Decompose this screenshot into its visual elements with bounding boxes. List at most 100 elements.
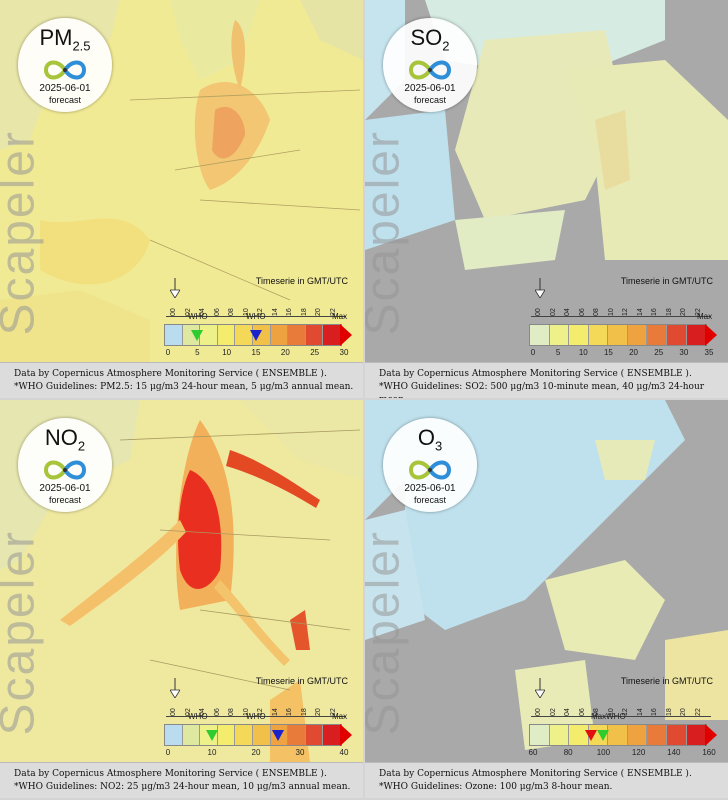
scale-cell (666, 325, 687, 345)
forecast-label: forecast (48, 95, 81, 106)
scale-cell (666, 725, 687, 745)
hour-label: 18 (665, 308, 673, 316)
scale-tick: 0 (530, 348, 536, 357)
guideline-marker-icon (206, 730, 218, 741)
forecast-date: 2025-06-01 (404, 83, 456, 95)
timeserie-label: Timeserie in GMT/UTC (255, 676, 348, 686)
scale-tick: 100 (596, 748, 611, 757)
footer-line-1: Data by Copernicus Atmosphere Monitoring… (379, 369, 692, 379)
hour-label: 00 (535, 308, 542, 316)
scale-cell (288, 325, 306, 345)
footer-line-1: Data by Copernicus Atmosphere Monitoring… (14, 769, 327, 779)
pollutant-title: PM2.5 (39, 25, 91, 54)
footer: Data by Copernicus Atmosphere Monitoring… (0, 362, 363, 398)
hour-label: 04 (564, 308, 571, 316)
scale-tick: 160 (702, 748, 716, 757)
scale-cells (164, 724, 342, 746)
scale-arrow-icon (340, 324, 352, 346)
infinity-logo-icon (43, 460, 87, 480)
scale-cell (627, 325, 648, 345)
watermark: Scapeler (365, 530, 410, 736)
infinity-logo-icon (408, 460, 452, 480)
hour-label: 00 (170, 308, 177, 316)
watermark: Scapeler (0, 130, 45, 336)
scale-cells (529, 724, 707, 746)
scale-label: Max (332, 712, 348, 721)
hour-label: 06 (578, 308, 586, 316)
scale-cell (569, 325, 589, 345)
footer: Data by Copernicus Atmosphere Monitoring… (365, 362, 728, 398)
footer: Data by Copernicus Atmosphere Monitoring… (365, 762, 728, 798)
scale-label: WHO (246, 712, 266, 721)
scale-cell (305, 325, 324, 345)
timeserie-label: Timeserie in GMT/UTC (620, 276, 713, 286)
scale-tick: 0 (165, 748, 171, 757)
hour-label: 18 (300, 308, 308, 316)
timeserie-legend: Timeserie in GMT/UTC 00 02 04 06 08 10 12 14 16 1… (156, 668, 356, 758)
hour-label: 22 (694, 708, 702, 716)
scale-tick: 20 (280, 348, 290, 357)
hour-label: 18 (300, 708, 308, 716)
scale-tick: 10 (578, 348, 588, 357)
scale-cell (588, 325, 609, 345)
timeserie-legend: Timeserie in GMT/UTC 00 02 04 06 08 10 12 14 16 1… (521, 668, 721, 758)
scale-cell (288, 725, 306, 745)
guideline-marker-icon (272, 730, 284, 741)
footer-line-2: *WHO Guidelines: NO2: 25 μg/m3 24-hour m… (14, 782, 351, 792)
hour-label: 14 (271, 308, 279, 316)
scale-ticks: 60 80 100 120 140 160 (529, 748, 719, 760)
scale-arrow-icon (705, 324, 717, 346)
scale-cell (549, 325, 570, 345)
time-start-arrow-icon (170, 278, 180, 298)
pollutant-title: NO2 (44, 425, 86, 454)
guideline-marker-icon (597, 730, 610, 741)
scale-tick: 15 (603, 348, 613, 357)
scale-cell (217, 325, 236, 345)
forecast-label: forecast (413, 95, 446, 106)
scale-tick: 35 (704, 348, 714, 357)
scale-tick: 120 (631, 748, 646, 757)
hour-label: 20 (680, 308, 687, 316)
scale-tick: 30 (339, 348, 349, 357)
scale-arrow-icon (705, 724, 717, 746)
hour-label: 02 (549, 708, 557, 716)
footer-line-1: Data by Copernicus Atmosphere Monitoring… (14, 369, 327, 379)
scale-cell (530, 725, 550, 745)
scale-tick: 140 (667, 748, 681, 757)
watermark: Scapeler (0, 530, 45, 736)
scale-cell (235, 725, 253, 745)
scale-cell (305, 725, 324, 745)
scale-cell (200, 325, 218, 345)
hour-label: 08 (228, 308, 235, 316)
time-start-arrow-icon (170, 678, 180, 698)
scale-label: WHO (188, 312, 208, 321)
scale-tick: 5 (195, 348, 200, 357)
scale-cell (608, 725, 628, 745)
pollutant-title: O3 (417, 425, 443, 454)
footer-line-2: *WHO Guidelines: SO2: 500 μg/m3 10-minut… (379, 382, 705, 398)
color-scale (529, 324, 717, 346)
infinity-logo-icon (408, 60, 452, 80)
hour-label: 20 (315, 308, 322, 316)
panel-no2: Scapeler NO2 2025-06-01 forecast Timeser… (0, 400, 363, 798)
scale-cell (627, 725, 648, 745)
scale-cell (686, 325, 707, 345)
timeserie-legend: Timeserie in GMT/UTC 00 02 04 06 08 10 12 14 16 1… (521, 268, 721, 358)
forecast-label: forecast (48, 495, 81, 506)
scale-label: WHO (246, 312, 266, 321)
scale-tick: 20 (629, 348, 639, 357)
hour-label: 16 (651, 308, 658, 316)
hour-label: 12 (622, 308, 629, 316)
time-start-arrow-icon (535, 678, 545, 698)
hour-label: 18 (665, 708, 673, 716)
pollutant-badge: PM2.5 2025-06-01 forecast (18, 18, 112, 112)
watermark: Scapeler (365, 130, 410, 336)
scale-label: Max (697, 312, 713, 321)
scale-ticks: 0 5 10 15 20 25 30 (164, 348, 354, 360)
pollutant-title: SO2 (410, 25, 450, 54)
max-line (531, 316, 711, 317)
hour-label: 16 (286, 708, 293, 716)
panel-o3: Scapeler O3 2025-06-01 forecast Timeseri… (365, 400, 728, 798)
scale-tick: 80 (563, 748, 573, 757)
